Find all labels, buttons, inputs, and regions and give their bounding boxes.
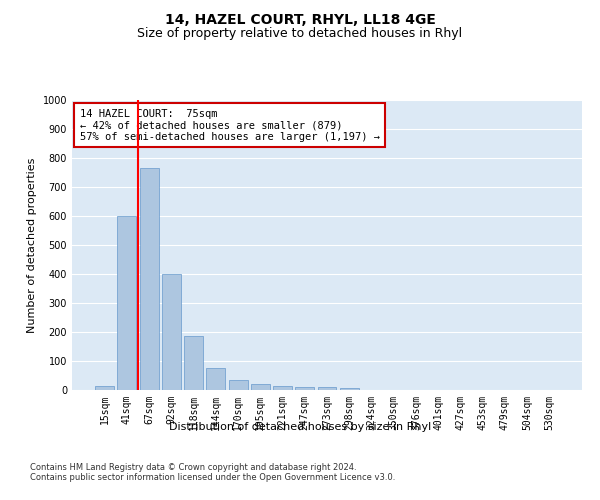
Bar <box>162 274 181 390</box>
Bar <box>140 168 158 390</box>
Bar <box>206 368 225 390</box>
Bar <box>118 216 136 390</box>
Bar <box>273 386 292 390</box>
Bar <box>295 386 314 390</box>
Bar <box>95 386 114 390</box>
Bar <box>340 388 359 390</box>
Text: Distribution of detached houses by size in Rhyl: Distribution of detached houses by size … <box>169 422 431 432</box>
Text: Size of property relative to detached houses in Rhyl: Size of property relative to detached ho… <box>137 28 463 40</box>
Text: Contains HM Land Registry data © Crown copyright and database right 2024.
Contai: Contains HM Land Registry data © Crown c… <box>30 462 395 482</box>
Y-axis label: Number of detached properties: Number of detached properties <box>27 158 37 332</box>
Bar <box>317 386 337 390</box>
Text: 14, HAZEL COURT, RHYL, LL18 4GE: 14, HAZEL COURT, RHYL, LL18 4GE <box>164 12 436 26</box>
Bar <box>251 384 270 390</box>
Bar <box>229 380 248 390</box>
Bar <box>184 336 203 390</box>
Text: 14 HAZEL COURT:  75sqm
← 42% of detached houses are smaller (879)
57% of semi-de: 14 HAZEL COURT: 75sqm ← 42% of detached … <box>80 108 380 142</box>
